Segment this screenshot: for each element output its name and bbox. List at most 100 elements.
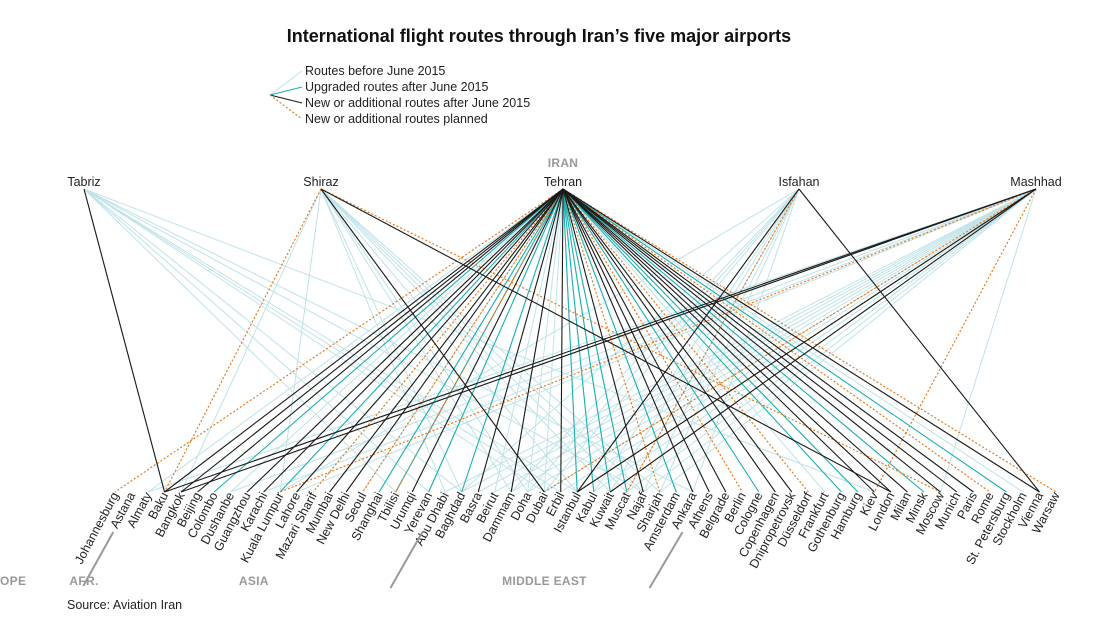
route-tabriz-istanbul	[83, 188, 578, 493]
route-tehran-mumbai	[329, 188, 564, 493]
legend-item-upgraded: Upgraded routes after June 2015	[305, 80, 489, 94]
route-mashhad-dubai	[543, 188, 1037, 493]
route-tehran-london	[562, 188, 892, 493]
route-shiraz-najaf	[320, 188, 644, 493]
route-tehran-amsterdam	[562, 188, 677, 493]
route-mashhad-kabul	[593, 188, 1037, 493]
route-mashhad-najaf	[642, 188, 1037, 493]
route-tehran-stockholm	[562, 188, 1024, 493]
legend-swatch-planned	[269, 94, 303, 120]
region-divider	[82, 531, 115, 587]
route-shiraz-sharjah	[320, 188, 661, 493]
route-tehran-yerevan	[428, 188, 564, 493]
route-tehran-kabul	[562, 188, 595, 493]
route-tehran-lahore	[296, 188, 564, 493]
route-mashhad-erbil	[560, 188, 1037, 493]
route-tehran-berlin	[562, 188, 743, 493]
region-label-middle-east: MIDDLE EAST	[502, 574, 587, 588]
route-tehran-dammam	[510, 188, 564, 493]
route-mashhad-moscow	[939, 188, 1037, 493]
route-tabriz-baku	[83, 188, 166, 493]
route-mashhad-almaty	[147, 188, 1037, 493]
routes-new	[83, 188, 1040, 493]
route-mashhad-baku	[164, 188, 1037, 493]
route-isfahan-sharjah	[659, 188, 800, 493]
route-tehran-mazari-sharif	[312, 188, 564, 493]
route-tehran-dushanbe	[230, 188, 564, 493]
region-divider	[648, 531, 684, 589]
route-tehran-frankfurt	[562, 188, 826, 493]
route-isfahan-dammam	[510, 188, 800, 493]
route-mashhad-kuwait	[609, 188, 1037, 493]
legend-swatch-new	[269, 94, 303, 104]
hub-label-mashhad: Mashhad	[1010, 175, 1061, 189]
country-label: IRAN	[548, 156, 579, 170]
hub-label-tehran: Tehran	[544, 175, 582, 189]
route-tabriz-tbilisi	[83, 188, 396, 493]
route-mashhad-basra	[477, 188, 1037, 493]
route-isfahan-vienna	[798, 188, 1040, 493]
route-mashhad-sharjah	[659, 188, 1037, 493]
route-tehran-rome	[562, 188, 991, 493]
region-label-asia: ASIA	[239, 574, 269, 588]
chart-title: International flight routes through Iran…	[286, 26, 792, 46]
route-mashhad-doha	[527, 188, 1037, 493]
route-isfahan-kabul	[593, 188, 800, 493]
hub-label-tabriz: Tabriz	[67, 175, 100, 189]
route-tehran-beirut	[494, 188, 564, 493]
route-tehran-basra	[477, 188, 564, 493]
legend-item-new: New or additional routes after June 2015	[305, 96, 531, 110]
hub-label-shiraz: Shiraz	[303, 175, 338, 189]
hub-label-isfahan: Isfahan	[778, 175, 819, 189]
legend-swatches	[269, 70, 303, 120]
route-tehran-kuwait	[562, 188, 611, 493]
route-shiraz-abu-dhabi	[320, 188, 446, 493]
route-mashhad-kiev	[873, 188, 1037, 493]
legend-swatch-upgraded	[269, 86, 303, 96]
region-label-afr: AFR.	[69, 574, 98, 588]
route-tehran-istanbul	[562, 188, 578, 493]
route-mashhad-abu-dhabi	[444, 188, 1037, 493]
route-mashhad-dushanbe	[230, 188, 1037, 493]
route-tabriz-baghdad	[83, 188, 462, 493]
route-mashhad-lahore	[296, 188, 1037, 493]
route-tabriz-dubai	[83, 188, 545, 493]
route-tehran-minsk	[562, 188, 925, 493]
route-mashhad-bangkok	[180, 188, 1037, 493]
route-tehran-najaf	[562, 188, 644, 493]
route-isfahan-dubai	[543, 188, 800, 493]
route-shiraz-bangkok	[180, 188, 322, 493]
routes-planned	[114, 188, 1057, 493]
route-tehran-hamburg	[562, 188, 859, 493]
route-shiraz-kuwait	[320, 188, 611, 493]
routes-before	[83, 188, 1037, 493]
route-isfahan-najaf	[642, 188, 800, 493]
route-tehran-paris	[562, 188, 974, 493]
route-tehran-moscow	[562, 188, 941, 493]
route-tehran-muscat	[562, 188, 628, 493]
route-tabriz-yerevan	[83, 188, 429, 493]
route-mashhad-dammam	[510, 188, 1037, 493]
route-tehran-kiev	[562, 188, 875, 493]
legend-item-before: Routes before June 2015	[305, 64, 446, 78]
route-mashhad-kuala-lumpur	[279, 188, 1037, 493]
route-mashhad-beirut	[494, 188, 1037, 493]
route-shiraz-moscow	[320, 188, 941, 493]
route-tehran-st-petersburg	[562, 188, 1007, 493]
route-tehran-bangkok	[180, 188, 564, 493]
legend-item-planned: New or additional routes planned	[305, 112, 488, 126]
route-tehran-guangzhou	[246, 188, 564, 493]
route-tehran-dnipropetrovsk	[562, 188, 793, 493]
route-tehran-athens	[562, 188, 710, 493]
route-tehran-urumqi	[411, 188, 564, 493]
route-shiraz-baghdad	[320, 188, 463, 493]
route-tehran-milan	[562, 188, 908, 493]
route-tehran-dusseldorf	[562, 188, 809, 493]
route-tehran-cologne	[562, 188, 760, 493]
route-mashhad-baghdad	[461, 188, 1037, 493]
route-tehran-copenhagen	[562, 188, 776, 493]
route-tehran-shanghai	[378, 188, 564, 493]
route-tehran-tbilisi	[395, 188, 564, 493]
route-tehran-beijing	[197, 188, 564, 493]
